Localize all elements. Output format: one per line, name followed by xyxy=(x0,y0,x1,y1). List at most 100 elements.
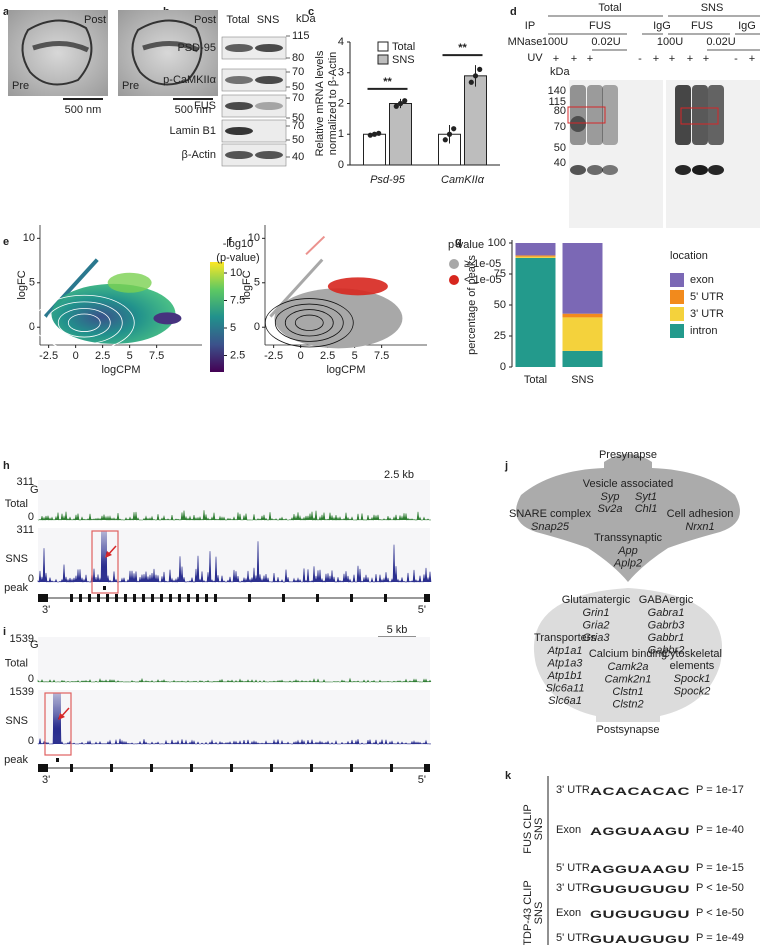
category-label: Cytoskeletal xyxy=(662,648,722,660)
row-header: IP xyxy=(525,20,535,32)
replicate-dot xyxy=(397,100,404,107)
legend-swatch xyxy=(670,273,684,287)
colorbar-tick-label: 10 xyxy=(230,267,242,279)
uv-label: + xyxy=(749,53,755,65)
bar-segment xyxy=(562,350,603,367)
colorbar-title: (p-value) xyxy=(216,252,259,264)
uv-label: + xyxy=(703,53,709,65)
legend-label: Total xyxy=(392,41,415,53)
marker-label: 40 xyxy=(554,157,566,169)
gene-label: Camk2a xyxy=(608,661,649,673)
colorbar-title: -log10 xyxy=(223,238,254,250)
motif-letter: U xyxy=(628,864,640,876)
peak-label: peak xyxy=(4,754,28,766)
legend-swatch xyxy=(449,259,459,269)
gene-label: Atp1a3 xyxy=(547,657,584,669)
gene-label: Gria2 xyxy=(583,619,610,631)
gene-label: Clstn1 xyxy=(612,686,643,698)
motif-letter: U xyxy=(678,864,690,876)
motif-letter: G xyxy=(615,826,627,838)
point-band xyxy=(305,235,326,256)
legend-label: exon xyxy=(690,274,714,286)
smear xyxy=(692,85,708,145)
motif-letter: G xyxy=(603,826,615,838)
gene-label: Spock1 xyxy=(674,673,711,685)
blot-strip xyxy=(221,68,287,92)
legend-swatch xyxy=(670,307,684,321)
gene-label: Gabrb3 xyxy=(648,619,686,631)
peak-mark xyxy=(103,586,106,590)
exon xyxy=(70,594,73,602)
legend-swatch xyxy=(670,290,684,304)
scale-label: 5 kb xyxy=(387,624,408,636)
exon xyxy=(350,764,353,772)
y-tick-label: 2 xyxy=(338,97,344,109)
y-axis-label: Relative mRNA levels xyxy=(314,50,326,156)
uv-label: + xyxy=(587,53,593,65)
gene-label: Gabbr1 xyxy=(648,632,685,644)
motif-letter: G xyxy=(590,884,602,896)
band xyxy=(675,165,691,175)
gene-label: Slc6a1 xyxy=(548,695,582,707)
replicate-dot xyxy=(446,131,453,137)
exon xyxy=(230,764,233,772)
marker-label: 50 xyxy=(292,81,304,93)
motif-letter: A xyxy=(653,864,665,876)
gene-end: 3' xyxy=(42,604,50,616)
motif-letter: A xyxy=(615,786,627,798)
replicate-dot xyxy=(451,126,457,132)
legend-swatch xyxy=(377,54,389,65)
legend-label: < 1e-05 xyxy=(464,274,502,286)
y-axis-label: normalized to β-Actin xyxy=(327,52,339,156)
region-label: Exon xyxy=(556,907,581,919)
panel-letter: f xyxy=(228,236,232,248)
track-min: 0 xyxy=(28,511,34,523)
legend-label: 3' UTR xyxy=(690,308,724,320)
motif-letter: G xyxy=(590,909,602,921)
density xyxy=(142,41,200,53)
bar-segment xyxy=(562,317,603,351)
bar xyxy=(464,75,487,166)
motif-letter: G xyxy=(665,884,677,896)
y-tick-label: 1 xyxy=(338,128,344,140)
motif-letter: A xyxy=(590,786,602,798)
panel-letter: d xyxy=(510,6,517,18)
replicate-dot xyxy=(472,73,479,79)
y-axis-label: percentage of peaks xyxy=(466,255,478,355)
legend-label: intron xyxy=(690,325,718,337)
gene-label: Syt1 xyxy=(635,491,657,503)
gene-label: Gria3 xyxy=(583,632,611,644)
gene-label: Nrxn1 xyxy=(685,521,714,533)
y-tick-label: 10 xyxy=(23,232,35,244)
track-max: 1539 xyxy=(10,686,34,698)
ip-label: IgG xyxy=(738,20,756,32)
marker-label: 50 xyxy=(554,142,566,154)
motif-letter: G xyxy=(615,864,627,876)
motif-letter: A xyxy=(640,826,652,838)
panel-letter: h xyxy=(3,460,10,472)
blot-strip xyxy=(221,94,287,118)
region-label: 3' UTR xyxy=(556,882,590,894)
colorbar-tick-label: 2.5 xyxy=(230,349,245,361)
x-tick-label: -2.5 xyxy=(39,350,58,362)
contour xyxy=(274,303,344,342)
exon xyxy=(350,594,353,602)
motif-letter: U xyxy=(653,934,665,945)
track-min: 0 xyxy=(28,735,34,747)
y-tick-label: 0 xyxy=(500,361,506,373)
contour xyxy=(45,301,123,345)
motif-letter: U xyxy=(653,909,665,921)
motif-letter: U xyxy=(628,934,640,945)
uv-label: + xyxy=(653,53,659,65)
coverage xyxy=(37,692,432,746)
group-label: FUS CLIP xyxy=(522,804,534,854)
x-tick-label: 2.5 xyxy=(95,350,110,362)
ip-label: FUS xyxy=(589,20,611,32)
track-min: 0 xyxy=(28,573,34,585)
row-label: β-Actin xyxy=(182,149,216,161)
blot-band xyxy=(255,76,283,84)
marker-label: 80 xyxy=(292,52,304,64)
marker-label: 40 xyxy=(292,151,304,163)
contour xyxy=(264,298,354,348)
